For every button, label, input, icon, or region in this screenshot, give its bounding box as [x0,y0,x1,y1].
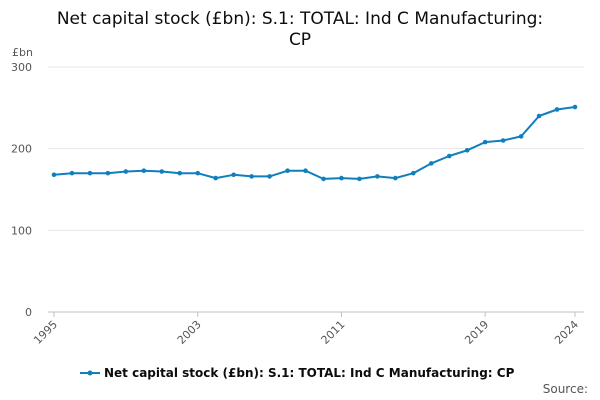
data-point[interactable] [357,176,362,182]
data-point[interactable] [482,139,488,145]
data-point[interactable] [249,174,254,179]
y-axis-ticks: 0 100 200 300 [11,61,32,319]
data-point[interactable] [177,170,183,176]
y-tick-label: 300 [11,61,32,74]
data-point[interactable] [393,175,398,181]
chart-title-line-2: CP [289,30,311,50]
data-point[interactable] [105,170,111,176]
x-tick-label: 2011 [319,318,348,347]
data-point[interactable] [195,170,201,176]
data-point[interactable] [141,168,147,174]
x-tick-label: 2019 [462,318,491,347]
data-point[interactable] [428,161,434,166]
grid-layer [48,66,584,313]
legend-label: Net capital stock (£bn): S.1: TOTAL: Ind… [104,366,515,380]
data-point[interactable] [321,176,326,182]
legend: Net capital stock (£bn): S.1: TOTAL: Ind… [80,366,515,380]
y-tick-label: 100 [11,224,32,237]
legend-marker-icon [87,370,93,376]
data-point[interactable] [572,104,578,110]
data-point[interactable] [303,168,308,174]
data-point[interactable] [536,113,542,119]
y-tick-label: 0 [25,306,32,319]
y-tick-label: 200 [11,143,32,156]
data-point[interactable] [446,153,452,159]
data-point[interactable] [267,174,272,179]
x-tick-label: 2003 [175,318,204,347]
x-tick-label: 1995 [31,318,60,347]
data-point[interactable] [375,174,380,179]
data-point[interactable] [51,172,57,178]
y-axis-unit: £bn [12,46,33,59]
data-point[interactable] [69,170,75,176]
series-line-0 [53,106,576,180]
data-point[interactable] [411,170,416,176]
x-tick-label: 2024 [552,318,581,347]
source-label: Source: [543,382,588,396]
data-point[interactable] [159,169,165,174]
data-point[interactable] [518,134,524,139]
data-point[interactable] [554,107,560,112]
data-point[interactable] [285,168,290,174]
x-axis-ticks: 1995 2003 2011 2019 2024 [31,312,581,347]
data-point[interactable] [464,148,470,153]
series-layer [51,104,578,182]
data-point[interactable] [339,175,344,181]
data-point[interactable] [213,175,218,181]
data-point[interactable] [231,172,236,178]
data-point[interactable] [500,138,506,143]
data-point[interactable] [123,169,129,174]
data-point[interactable] [87,170,93,176]
chart-title-line-1: Net capital stock (£bn): S.1: TOTAL: Ind… [57,9,543,29]
